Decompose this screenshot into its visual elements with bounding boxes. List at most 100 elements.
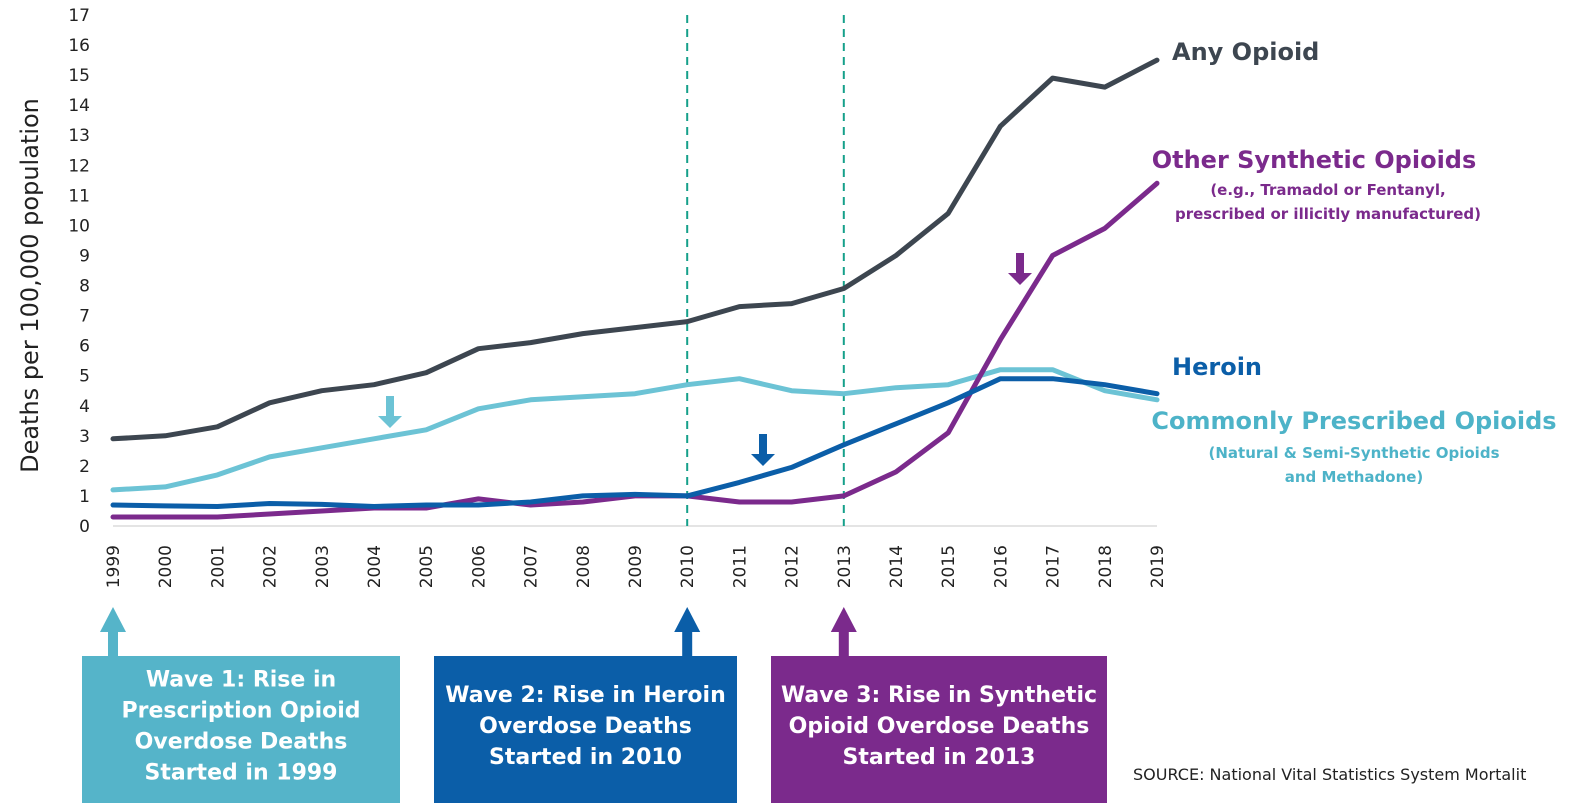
wave-box-text: Started in 1999 xyxy=(145,761,338,786)
x-tick-label: 2004 xyxy=(365,545,385,588)
data-point-synthetic xyxy=(216,515,219,519)
data-point-synthetic xyxy=(268,512,271,516)
arrow-up-icon xyxy=(830,607,857,632)
data-point-heroin xyxy=(320,503,323,506)
data-point-synthetic xyxy=(894,470,898,474)
data-point-any xyxy=(894,254,898,257)
label-prescribed-opioids: Commonly Prescribed Opioids xyxy=(1151,407,1556,435)
data-point-rx xyxy=(581,395,584,398)
wave-box xyxy=(82,656,400,803)
label-synthetic-opioids: Other Synthetic Opioids xyxy=(1152,146,1477,174)
data-point-synthetic xyxy=(738,500,741,504)
data-point-any xyxy=(529,341,532,344)
x-tick-label: 2016 xyxy=(991,545,1011,588)
wave-box-text: Opioid Overdose Deaths xyxy=(789,714,1090,739)
data-point-any xyxy=(1051,76,1054,80)
arrow-up-icon xyxy=(674,607,701,632)
data-point-heroin xyxy=(1155,392,1159,395)
data-point-rx xyxy=(111,488,115,492)
y-tick-label: 4 xyxy=(79,397,90,417)
label-any-opioid: Any Opioid xyxy=(1172,38,1319,66)
data-point-heroin xyxy=(790,466,793,469)
x-tick-label: 2019 xyxy=(1148,545,1168,588)
wave-arrow-shaft xyxy=(838,628,849,658)
source-note: SOURCE: National Vital Statistics System… xyxy=(1133,765,1526,784)
wave-box-text: Wave 1: Rise in xyxy=(146,668,336,693)
data-point-any xyxy=(790,302,793,305)
data-point-heroin xyxy=(1103,383,1107,386)
y-tick-label: 16 xyxy=(68,36,90,56)
y-axis-label: Deaths per 100,000 population xyxy=(16,98,44,473)
data-point-rx xyxy=(164,485,167,489)
y-tick-label: 13 xyxy=(68,126,90,146)
data-point-heroin xyxy=(372,505,376,508)
data-point-rx xyxy=(529,398,532,401)
data-point-heroin xyxy=(529,500,532,504)
wave-arrow-shaft xyxy=(682,628,693,658)
x-tick-label: 2003 xyxy=(313,545,333,588)
y-tick-label: 6 xyxy=(79,337,90,357)
data-point-synthetic xyxy=(581,500,584,504)
arrow-down-icon-prescribed xyxy=(378,396,402,428)
data-point-any xyxy=(477,347,480,350)
data-point-synthetic xyxy=(1051,254,1054,257)
y-tick-label: 9 xyxy=(79,246,90,266)
data-point-heroin xyxy=(477,503,480,507)
data-point-any xyxy=(686,320,689,323)
label-prescribed-note: (Natural & Semi-Synthetic Opioids xyxy=(1209,444,1500,462)
data-point-rx xyxy=(216,473,219,477)
y-tick-label: 1 xyxy=(79,487,90,507)
wave-callout-w2: Wave 2: Rise in Heroin Overdose Deaths Sta… xyxy=(434,607,737,803)
x-tick-label: 1999 xyxy=(104,545,124,588)
y-tick-label: 14 xyxy=(68,96,90,116)
data-point-synthetic xyxy=(164,515,167,519)
data-point-heroin xyxy=(268,502,271,505)
data-point-heroin xyxy=(894,422,898,425)
x-tick-label: 2002 xyxy=(261,545,281,588)
label-synthetic-note: (e.g., Tramadol or Fentanyl, xyxy=(1210,181,1445,199)
data-point-rx xyxy=(790,389,793,392)
wave-box-text: Wave 2: Rise in Heroin xyxy=(445,683,726,708)
data-point-any xyxy=(947,212,950,215)
data-point-heroin xyxy=(947,401,950,404)
x-tick-label: 2008 xyxy=(574,545,594,588)
x-tick-label: 2017 xyxy=(1044,545,1064,588)
series-line-rx xyxy=(110,367,1160,493)
data-point-any xyxy=(999,125,1002,128)
data-point-any xyxy=(164,434,167,438)
data-point-rx xyxy=(320,446,323,450)
data-point-synthetic xyxy=(320,509,323,513)
wave-box-text: Started in 2010 xyxy=(489,745,682,770)
y-tick-label: 15 xyxy=(68,66,90,86)
data-point-synthetic xyxy=(999,338,1002,341)
data-point-rx xyxy=(372,437,376,441)
series-line-heroin xyxy=(110,376,1160,509)
data-point-any xyxy=(581,332,584,335)
x-tick-label: 2000 xyxy=(156,545,176,588)
data-point-rx xyxy=(1103,389,1107,392)
wave-box-text: Prescription Opioid xyxy=(121,699,360,724)
x-tick-label: 2018 xyxy=(1096,545,1116,588)
data-point-heroin xyxy=(999,377,1002,380)
data-point-heroin xyxy=(111,503,115,507)
series-line-any xyxy=(110,57,1160,442)
arrow-down-icon-synthetic xyxy=(1008,253,1032,285)
wave-box-text: Wave 3: Rise in Synthetic xyxy=(781,683,1097,708)
data-point-synthetic xyxy=(1155,182,1159,185)
data-point-rx xyxy=(842,392,845,395)
data-point-synthetic xyxy=(1103,227,1107,230)
data-point-rx xyxy=(633,392,637,395)
data-point-any xyxy=(425,371,428,374)
data-point-heroin xyxy=(216,505,219,508)
data-point-any xyxy=(842,287,845,290)
x-tick-label: 2010 xyxy=(678,545,698,588)
x-tick-label: 2006 xyxy=(469,545,489,588)
y-tick-label: 17 xyxy=(68,6,90,26)
data-point-rx xyxy=(738,377,741,380)
y-tick-label: 8 xyxy=(79,277,90,297)
y-tick-label: 12 xyxy=(68,156,90,176)
x-tick-label: 2007 xyxy=(522,545,542,588)
data-point-rx xyxy=(268,455,271,459)
wave-box-text: Overdose Deaths xyxy=(479,714,692,739)
